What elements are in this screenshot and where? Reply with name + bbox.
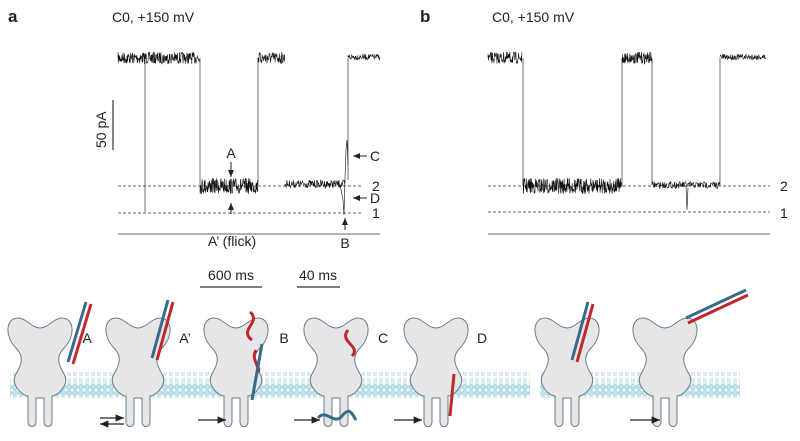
state-label: D [477,330,487,346]
condition: C0, +150 mV [112,9,195,25]
panel-label: b [420,7,430,26]
annotation: A’ (flick) [208,233,256,249]
level-label: 1 [780,205,788,221]
trace [144,58,349,212]
state-label: A’ [179,330,190,346]
trace [621,51,653,65]
condition: C0, +150 mV [492,9,575,25]
state-label: B [279,330,288,346]
annotation: C [370,148,380,164]
trace [522,58,721,186]
annotation-arrows [228,153,367,230]
guides-b [488,185,770,235]
current-traces [117,51,767,216]
trace [339,139,349,216]
trace [651,180,721,190]
state-label: C [378,330,388,346]
trace [257,52,285,64]
level-label: 2 [372,178,380,194]
level-label: 1 [372,205,380,221]
trace [719,53,767,61]
annotation: B [340,235,349,251]
trace [199,177,259,195]
trace [685,185,689,211]
annotation: A [226,145,236,161]
trace [487,51,523,64]
time-scale: 40 ms [299,267,337,283]
time-scale: 600 ms [208,267,254,283]
guides-a [112,100,380,288]
level-label: 2 [780,178,788,194]
scale-label: 50 pA [93,111,109,148]
annotation: D [370,190,380,206]
trace [117,51,201,65]
state-label: A [82,330,92,346]
trace [347,53,381,61]
panel-label: a [8,7,18,26]
trace [522,177,623,195]
schematic [7,288,749,428]
trace [284,178,346,189]
